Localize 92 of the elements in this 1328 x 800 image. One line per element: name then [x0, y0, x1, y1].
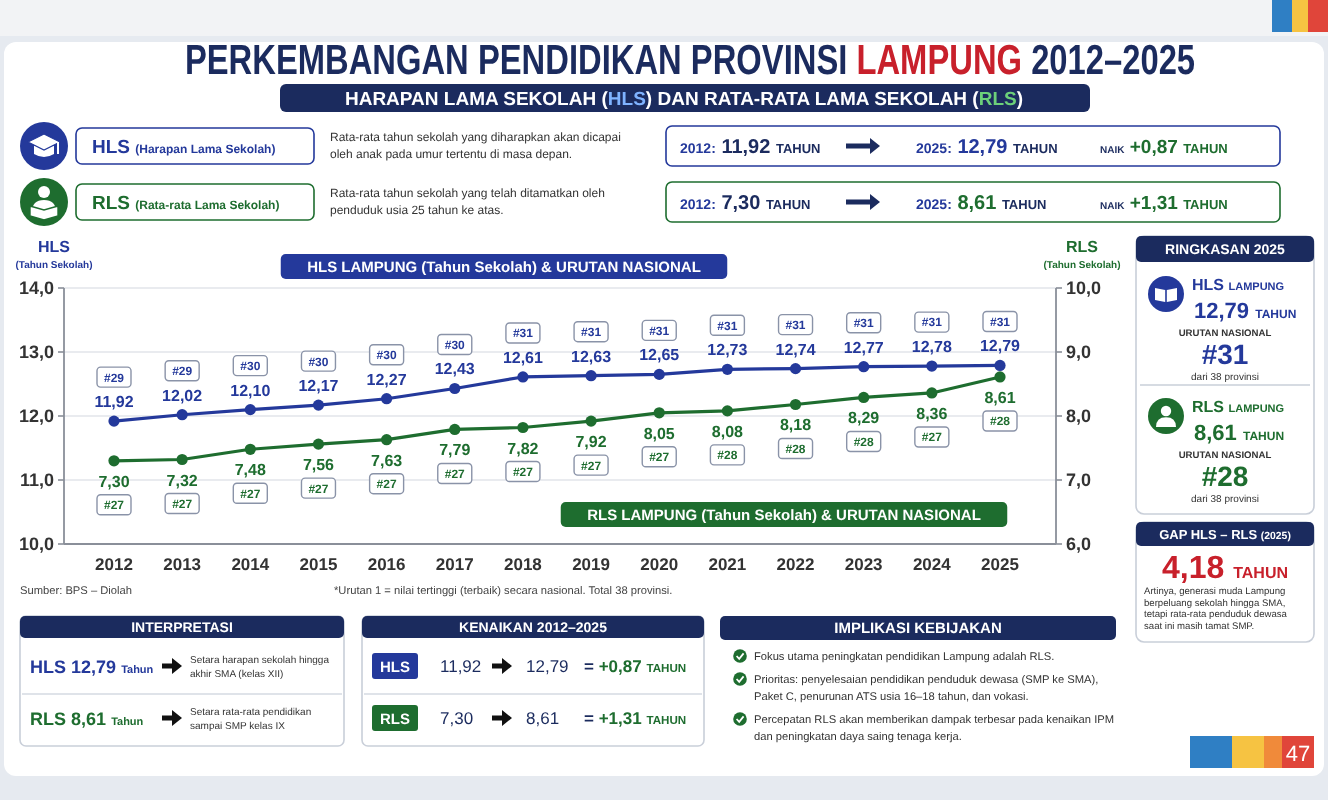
- data-label: 8,36: [916, 404, 949, 423]
- y2-axis-title: RLS: [1066, 238, 1100, 256]
- data-label: 12,17: [298, 377, 340, 396]
- data-label: 7,32: [166, 471, 199, 490]
- data-label: 8,61: [984, 388, 1017, 407]
- y-tick-label: 13,0: [18, 342, 54, 363]
- data-label: 12,10: [230, 381, 272, 400]
- y2-tick-label: 7,0: [1066, 470, 1092, 491]
- point: [585, 415, 597, 427]
- x-tick-label: 2012: [95, 554, 134, 574]
- data-label: 12,79: [979, 337, 1022, 356]
- data-label: 7,30: [98, 472, 131, 491]
- text: #31: [1201, 338, 1249, 370]
- point: [858, 361, 870, 373]
- y2-tick-label: 9,0: [1066, 342, 1092, 363]
- x-tick-label: 2018: [504, 554, 543, 574]
- data-label: 12,02: [162, 386, 204, 405]
- text: #28: [1201, 460, 1249, 492]
- point: [994, 359, 1006, 372]
- x-tick-label: 2013: [163, 554, 202, 574]
- point: [653, 407, 665, 419]
- x-tick-label: 2025: [981, 554, 1020, 574]
- text: 4,18 TAHUN: [1162, 552, 1289, 586]
- data-label: 7,92: [575, 433, 608, 452]
- data-label: 12,78: [911, 338, 953, 357]
- x-tick-label: 2014: [231, 554, 270, 574]
- point: [244, 443, 256, 455]
- point: [449, 423, 461, 436]
- text: 8,61: [526, 708, 560, 728]
- x-tick-label: 2016: [367, 554, 407, 574]
- x-tick-label: 2024: [912, 554, 952, 574]
- y-tick-label: 10,0: [18, 534, 54, 555]
- data-label: 11,92: [94, 393, 135, 412]
- y-tick-label: 11,0: [19, 470, 54, 491]
- data-label: 8,05: [643, 424, 676, 443]
- data-label: 12,74: [775, 340, 817, 359]
- point: [789, 363, 802, 375]
- text: 11,92: [440, 656, 482, 676]
- data-label: 12,73: [707, 341, 749, 360]
- point: [176, 453, 188, 466]
- point: [312, 438, 325, 450]
- data-label: 7,79: [439, 441, 472, 460]
- point: [789, 398, 802, 411]
- x-tick-label: 2015: [299, 554, 338, 574]
- data-label: 8,18: [779, 416, 813, 435]
- y2-tick-label: 8,0: [1066, 406, 1092, 427]
- text: 12,79: [526, 656, 570, 676]
- point: [994, 371, 1006, 383]
- data-label: 7,56: [302, 456, 336, 475]
- text: PERKEMBANGAN PENDIDIKAN PROVINSI LAMPUNG 2012–2025: [184, 36, 1196, 83]
- point: [926, 360, 938, 372]
- y-tick-label: 12,0: [18, 406, 54, 427]
- point: [721, 405, 733, 417]
- data-label: 7,82: [507, 439, 540, 458]
- x-tick-label: 2020: [640, 554, 679, 574]
- point: [381, 434, 393, 446]
- y2-tick-label: 10,0: [1066, 278, 1102, 299]
- y-axis-title: HLS: [38, 238, 72, 256]
- text: 7,30: [440, 708, 474, 728]
- point: [721, 363, 733, 375]
- point: [585, 370, 597, 382]
- point: [312, 399, 325, 411]
- point: [858, 391, 870, 404]
- point: [926, 387, 938, 399]
- data-label: 12,77: [843, 338, 885, 357]
- data-label: 8,08: [711, 422, 745, 441]
- x-tick-label: 2017: [435, 554, 475, 574]
- point: [517, 421, 529, 434]
- point: [381, 393, 393, 405]
- data-label: 12,43: [434, 360, 476, 379]
- data-label: 7,63: [371, 451, 404, 470]
- text: 47: [1285, 743, 1311, 767]
- text: HARAPAN LAMA SEKOLAH (HLS) DAN RATA-RATA LAMA SEKOLAH (RLS): [344, 89, 1024, 112]
- point: [176, 409, 188, 421]
- point: [449, 382, 461, 395]
- point: [517, 371, 529, 383]
- y-tick-label: 14,0: [18, 278, 54, 299]
- x-tick-label: 2023: [844, 554, 884, 574]
- x-tick-label: 2019: [572, 554, 611, 574]
- point: [108, 455, 120, 467]
- point: [653, 368, 665, 380]
- data-label: 12,65: [639, 346, 681, 365]
- point: [108, 415, 120, 427]
- y2-tick-label: 6,0: [1066, 534, 1092, 555]
- data-label: 12,61: [502, 348, 545, 367]
- x-tick-label: 2021: [708, 554, 747, 574]
- data-label: 7,48: [234, 461, 267, 480]
- data-label: 8,29: [848, 409, 881, 428]
- x-tick-label: 2022: [776, 554, 815, 574]
- point: [244, 404, 256, 416]
- data-label: 12,27: [366, 370, 408, 389]
- data-label: 12,63: [571, 347, 613, 366]
